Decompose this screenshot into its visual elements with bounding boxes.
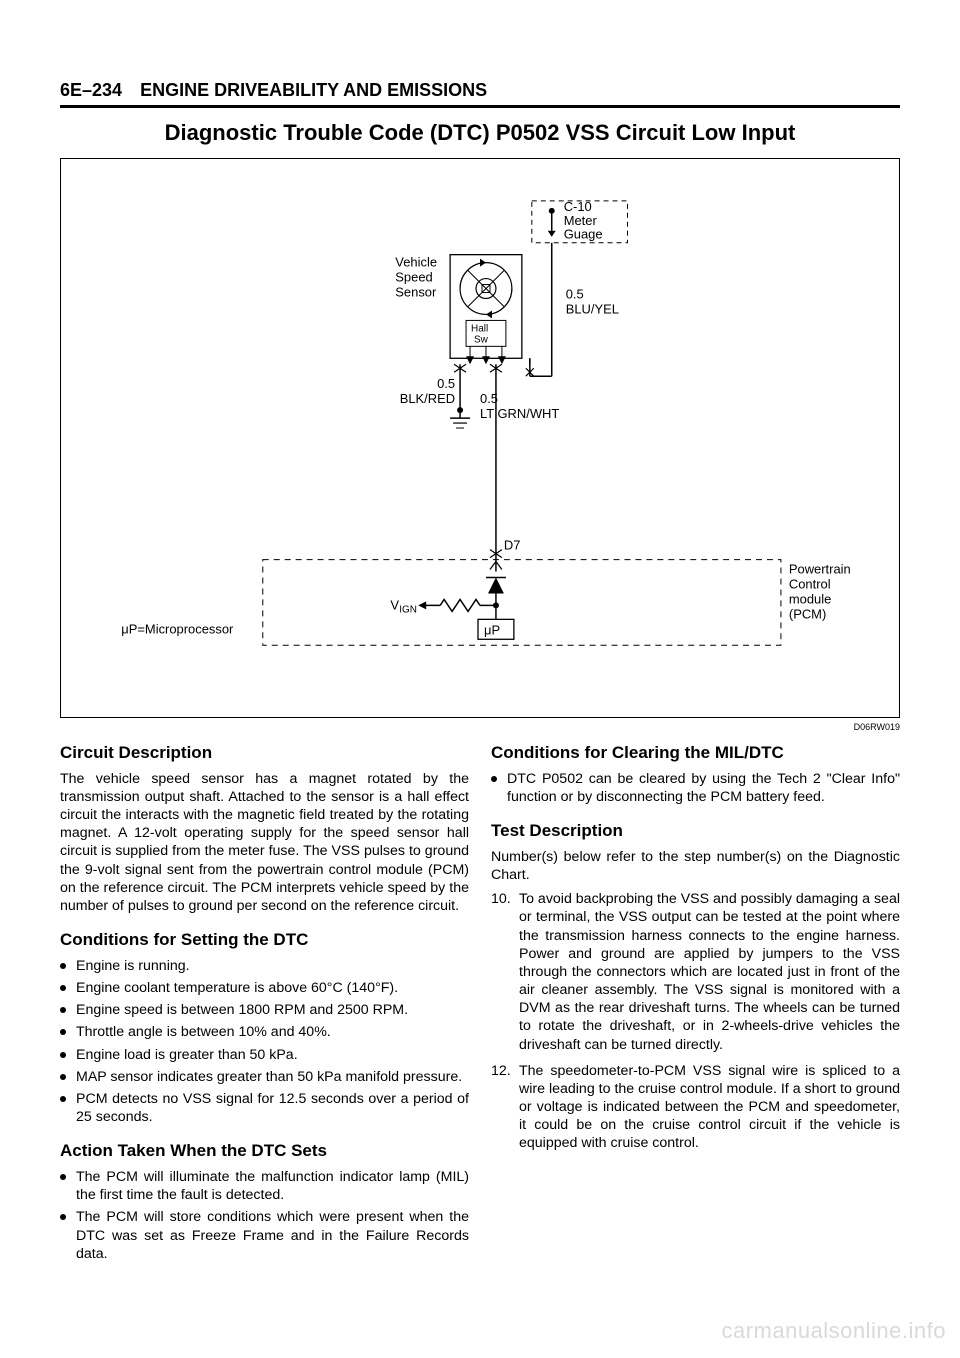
vign-label: V <box>390 597 399 612</box>
bluyel-2: BLU/YEL <box>566 301 619 316</box>
list-item: Engine coolant temperature is above 60°C… <box>60 979 469 997</box>
step-text: The speedometer-to-PCM VSS signal wire i… <box>519 1063 900 1152</box>
heading-circuit-description: Circuit Description <box>60 742 469 764</box>
wiring-diagram: C-10 Meter Guage Vehicle Speed Sensor Ha… <box>60 158 900 718</box>
pin-d7: D7 <box>504 538 521 553</box>
body-columns: Circuit Description The vehicle speed se… <box>60 742 900 1267</box>
document-title: Diagnostic Trouble Code (DTC) P0502 VSS … <box>60 120 900 146</box>
ltgrn-2: LT GRN/WHT <box>480 406 559 421</box>
vss-label-3: Sensor <box>395 285 437 300</box>
pcm-2: Control <box>789 576 831 591</box>
para-circuit-description: The vehicle speed sensor has a magnet ro… <box>60 770 469 915</box>
ltgrn-1: 0.5 <box>480 391 498 406</box>
heading-action-taken: Action Taken When the DTC Sets <box>60 1140 469 1162</box>
list-item: PCM detects no VSS signal for 12.5 secon… <box>60 1090 469 1126</box>
meter-label-1: C-10 <box>564 199 592 214</box>
header-title: ENGINE DRIVEABILITY AND EMISSIONS <box>140 80 487 101</box>
list-item: The PCM will store conditions which were… <box>60 1208 469 1263</box>
watermark: carmanualsonline.info <box>721 1318 946 1344</box>
heading-conditions-clearing: Conditions for Clearing the MIL/DTC <box>491 742 900 764</box>
list-conditions-setting: Engine is running. Engine coolant temper… <box>60 957 469 1126</box>
micro-note: μP=Microprocessor <box>121 621 234 636</box>
hall-label-1: Hall <box>471 323 488 334</box>
list-item: 12. The speedometer-to-PCM VSS signal wi… <box>491 1062 900 1153</box>
list-item: DTC P0502 can be cleared by using the Te… <box>491 770 900 806</box>
meter-label-3: Guage <box>564 227 603 242</box>
step-number: 10. <box>491 890 511 908</box>
list-item: Throttle angle is between 10% and 40%. <box>60 1023 469 1041</box>
step-number: 12. <box>491 1062 511 1080</box>
blkred-1: 0.5 <box>437 376 455 391</box>
list-item: MAP sensor indicates greater than 50 kPa… <box>60 1068 469 1086</box>
vign-sub: IGN <box>399 604 417 615</box>
pcm-4: (PCM) <box>789 606 826 621</box>
list-item: The PCM will illuminate the malfunction … <box>60 1168 469 1204</box>
list-item: Engine load is greater than 50 kPa. <box>60 1046 469 1064</box>
heading-test-description: Test Description <box>491 820 900 842</box>
up-box-label: μP <box>484 622 500 637</box>
heading-conditions-setting: Conditions for Setting the DTC <box>60 929 469 951</box>
right-column: Conditions for Clearing the MIL/DTC DTC … <box>491 742 900 1267</box>
left-column: Circuit Description The vehicle speed se… <box>60 742 469 1267</box>
list-item: Engine speed is between 1800 RPM and 250… <box>60 1001 469 1019</box>
page-header: 6E–234 ENGINE DRIVEABILITY AND EMISSIONS <box>60 80 900 108</box>
diagram-svg: C-10 Meter Guage Vehicle Speed Sensor Ha… <box>61 159 899 717</box>
step-text: To avoid backprobing the VSS and possibl… <box>519 891 900 1052</box>
list-item: 10. To avoid backprobing the VSS and pos… <box>491 890 900 1054</box>
bluyel-1: 0.5 <box>566 287 584 302</box>
vss-label-2: Speed <box>395 270 432 285</box>
hall-label-2: Sw <box>474 334 489 345</box>
meter-label-2: Meter <box>564 213 598 228</box>
page-number: 6E–234 <box>60 80 122 101</box>
pcm-3: module <box>789 591 831 606</box>
blkred-2: BLK/RED <box>400 391 455 406</box>
diagram-id: D06RW019 <box>60 722 900 732</box>
list-item: Engine is running. <box>60 957 469 975</box>
pcm-1: Powertrain <box>789 562 851 577</box>
list-test-steps: 10. To avoid backprobing the VSS and pos… <box>491 890 900 1152</box>
vss-label-1: Vehicle <box>395 255 437 270</box>
list-action-taken: The PCM will illuminate the malfunction … <box>60 1168 469 1263</box>
para-test-intro: Number(s) below refer to the step number… <box>491 848 900 884</box>
list-conditions-clearing: DTC P0502 can be cleared by using the Te… <box>491 770 900 806</box>
